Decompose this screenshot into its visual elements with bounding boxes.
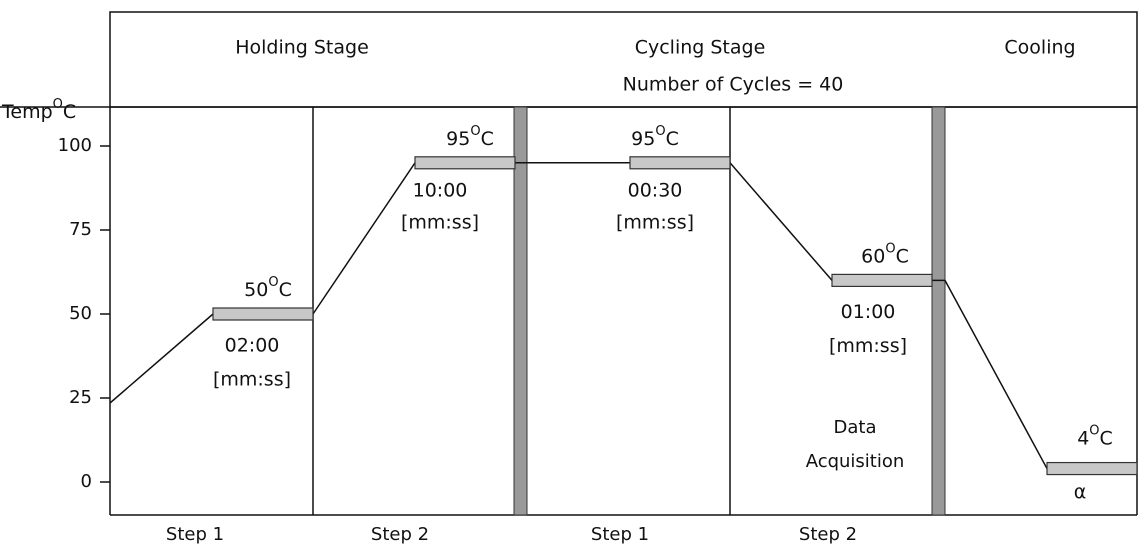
hold-time: 00:30 xyxy=(628,179,683,201)
data-acquisition: Data xyxy=(834,417,877,438)
hold-bar xyxy=(414,156,516,170)
stage-name: Holding Stage xyxy=(235,37,369,59)
unit: C xyxy=(896,245,909,267)
stage-divider xyxy=(513,106,528,516)
hold-time: 02:00 xyxy=(225,335,280,357)
tick-label: 100 xyxy=(58,135,92,156)
degree: O xyxy=(470,123,480,138)
temp-value: 95 xyxy=(446,127,470,149)
temp-value: 50 xyxy=(244,279,268,301)
hold-temp: 50OC xyxy=(244,275,292,301)
degree: O xyxy=(885,241,895,256)
time-format: [mm:ss] xyxy=(401,211,479,233)
degree: O xyxy=(268,275,278,290)
step-label: Step 1 xyxy=(166,524,224,545)
data-acquisition: Acquisition xyxy=(806,451,905,472)
unit: C xyxy=(481,127,494,149)
hold-bar xyxy=(831,273,933,287)
hold-bar xyxy=(629,156,731,170)
unit: C xyxy=(279,279,292,301)
axis-label: TempOC xyxy=(1,97,76,123)
time-format: [mm:ss] xyxy=(829,335,907,357)
step-label: Step 2 xyxy=(799,524,857,545)
stage-divider xyxy=(931,106,946,516)
cycle-count: Number of Cycles = 40 xyxy=(623,74,844,96)
time-format: [mm:ss] xyxy=(213,369,291,391)
tick-label: 50 xyxy=(69,303,92,324)
hold-time: α xyxy=(1074,481,1087,503)
stage-name: Cycling Stage xyxy=(635,37,766,59)
unit: C xyxy=(1100,427,1113,449)
hold-bar xyxy=(1046,461,1138,476)
degree: O xyxy=(1089,423,1099,438)
temp-value: 4 xyxy=(1077,427,1089,449)
tick-label: 75 xyxy=(69,219,92,240)
step-label: Step 2 xyxy=(371,524,429,545)
temp-value: 95 xyxy=(631,127,655,149)
degree: O xyxy=(655,123,665,138)
step-label: Step 1 xyxy=(591,524,649,545)
stage-name: Cooling xyxy=(1004,37,1075,59)
time-format: [mm:ss] xyxy=(616,211,694,233)
unit: C xyxy=(666,127,679,149)
hold-temp: 60OC xyxy=(861,241,909,267)
hold-time: 01:00 xyxy=(841,301,896,323)
hold-bar xyxy=(212,307,314,321)
temp-value: 60 xyxy=(861,245,885,267)
degree: O xyxy=(53,97,63,112)
tick-label: 0 xyxy=(81,471,92,492)
axis-label-text: Temp xyxy=(1,101,53,123)
hold-temp: 4OC xyxy=(1077,423,1113,449)
unit: C xyxy=(63,101,76,123)
hold-temp: 95OC xyxy=(446,123,494,149)
hold-time: 10:00 xyxy=(413,179,468,201)
hold-temp: 95OC xyxy=(631,123,679,149)
tick-label: 25 xyxy=(69,387,92,408)
